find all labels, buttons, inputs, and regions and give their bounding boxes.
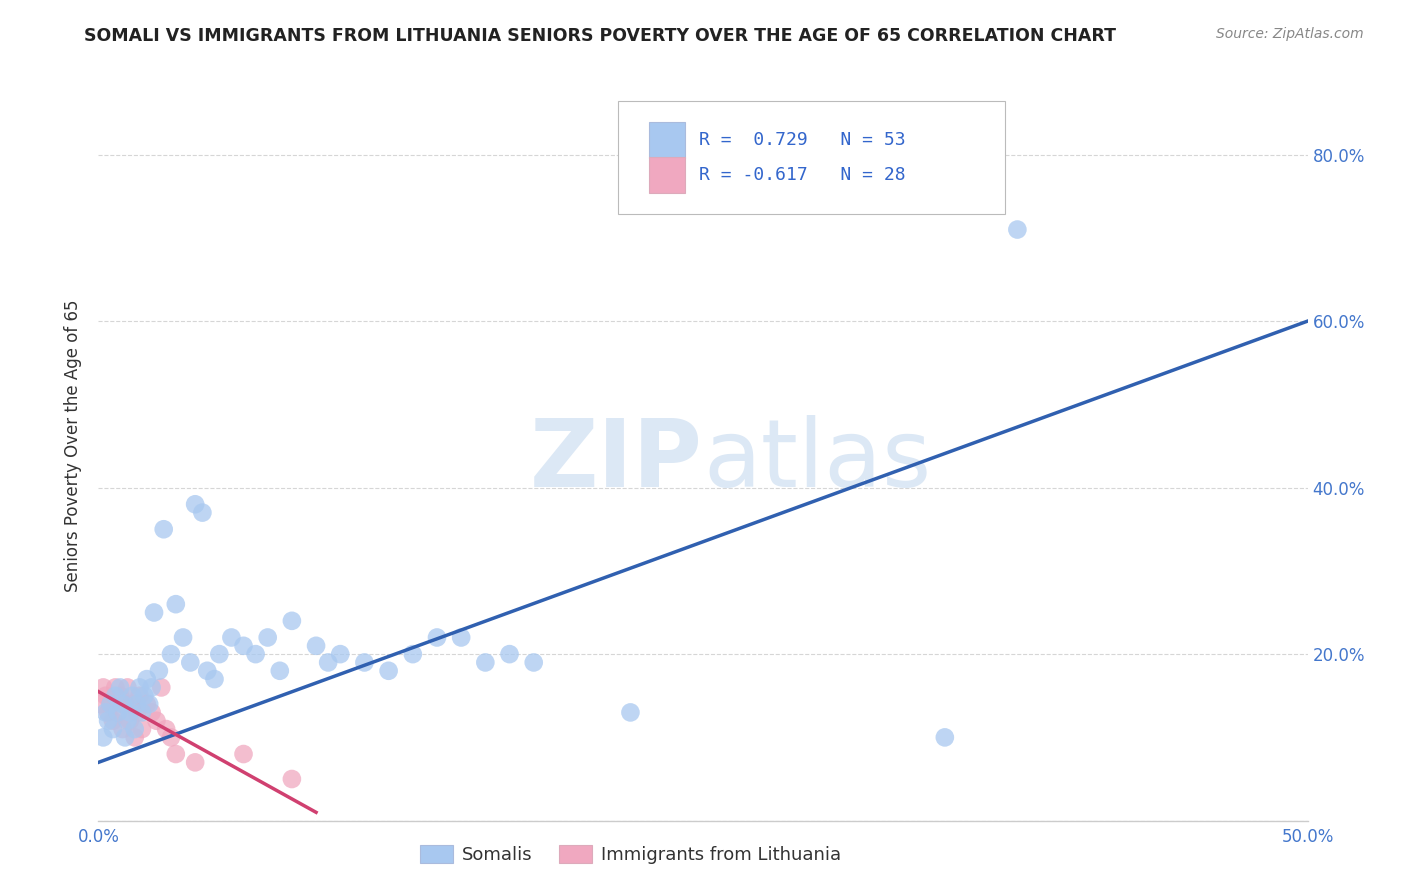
Point bbox=[160, 731, 183, 745]
FancyBboxPatch shape bbox=[619, 102, 1005, 214]
Point bbox=[165, 747, 187, 761]
Point bbox=[111, 722, 134, 736]
Point bbox=[108, 689, 131, 703]
Point bbox=[145, 714, 167, 728]
Point bbox=[91, 731, 114, 745]
Point bbox=[101, 714, 124, 728]
Point bbox=[269, 664, 291, 678]
Point bbox=[118, 706, 141, 720]
Point bbox=[131, 722, 153, 736]
Point bbox=[128, 689, 150, 703]
Point bbox=[191, 506, 214, 520]
Point bbox=[141, 681, 163, 695]
Point bbox=[353, 656, 375, 670]
Point bbox=[329, 647, 352, 661]
Point bbox=[118, 714, 141, 728]
Point bbox=[143, 606, 166, 620]
Point bbox=[128, 681, 150, 695]
Point bbox=[97, 706, 120, 720]
Point bbox=[100, 697, 122, 711]
Point bbox=[619, 706, 641, 720]
Point bbox=[152, 522, 174, 536]
Text: SOMALI VS IMMIGRANTS FROM LITHUANIA SENIORS POVERTY OVER THE AGE OF 65 CORRELATI: SOMALI VS IMMIGRANTS FROM LITHUANIA SENI… bbox=[84, 27, 1116, 45]
Point bbox=[107, 706, 129, 720]
Point bbox=[135, 672, 157, 686]
Point bbox=[148, 664, 170, 678]
Legend: Somalis, Immigrants from Lithuania: Somalis, Immigrants from Lithuania bbox=[413, 838, 848, 871]
Point bbox=[94, 689, 117, 703]
Point bbox=[402, 647, 425, 661]
Point bbox=[165, 597, 187, 611]
Point bbox=[121, 689, 143, 703]
Point bbox=[150, 681, 173, 695]
Point bbox=[172, 631, 194, 645]
Point bbox=[281, 614, 304, 628]
Point bbox=[107, 706, 129, 720]
Point bbox=[124, 722, 146, 736]
Point bbox=[124, 731, 146, 745]
Point bbox=[377, 664, 399, 678]
Point bbox=[94, 706, 117, 720]
Point bbox=[305, 639, 328, 653]
Point bbox=[104, 689, 127, 703]
Point bbox=[91, 681, 114, 695]
Point bbox=[108, 681, 131, 695]
Point bbox=[131, 706, 153, 720]
Text: R = -0.617   N = 28: R = -0.617 N = 28 bbox=[699, 166, 905, 184]
Point bbox=[127, 697, 149, 711]
Point bbox=[232, 639, 254, 653]
Text: R =  0.729   N = 53: R = 0.729 N = 53 bbox=[699, 131, 905, 149]
Point bbox=[195, 664, 218, 678]
Point bbox=[474, 656, 496, 670]
Point bbox=[1007, 222, 1029, 236]
Point bbox=[121, 697, 143, 711]
Point bbox=[256, 631, 278, 645]
Point bbox=[450, 631, 472, 645]
Point bbox=[117, 714, 139, 728]
Point bbox=[101, 722, 124, 736]
Point bbox=[498, 647, 520, 661]
Point bbox=[135, 697, 157, 711]
Point bbox=[426, 631, 449, 645]
Point bbox=[160, 647, 183, 661]
Point bbox=[104, 681, 127, 695]
Y-axis label: Seniors Poverty Over the Age of 65: Seniors Poverty Over the Age of 65 bbox=[65, 300, 83, 592]
Point bbox=[114, 697, 136, 711]
Point bbox=[134, 689, 156, 703]
Point bbox=[100, 697, 122, 711]
Point bbox=[221, 631, 243, 645]
Text: ZIP: ZIP bbox=[530, 415, 703, 507]
Point bbox=[114, 731, 136, 745]
Point bbox=[97, 714, 120, 728]
Point bbox=[934, 731, 956, 745]
Bar bbox=[648, 122, 685, 158]
Point bbox=[155, 722, 177, 736]
Point bbox=[523, 656, 546, 670]
Point bbox=[138, 697, 160, 711]
Text: atlas: atlas bbox=[703, 415, 931, 507]
Point bbox=[184, 756, 207, 770]
Point bbox=[316, 656, 339, 670]
Point bbox=[111, 697, 134, 711]
Point bbox=[127, 706, 149, 720]
Point bbox=[208, 647, 231, 661]
Bar bbox=[648, 157, 685, 193]
Point bbox=[117, 681, 139, 695]
Point bbox=[90, 697, 112, 711]
Point bbox=[281, 772, 304, 786]
Point bbox=[141, 706, 163, 720]
Point bbox=[204, 672, 226, 686]
Text: Source: ZipAtlas.com: Source: ZipAtlas.com bbox=[1216, 27, 1364, 41]
Point bbox=[179, 656, 201, 670]
Point bbox=[245, 647, 267, 661]
Point bbox=[184, 497, 207, 511]
Point bbox=[232, 747, 254, 761]
